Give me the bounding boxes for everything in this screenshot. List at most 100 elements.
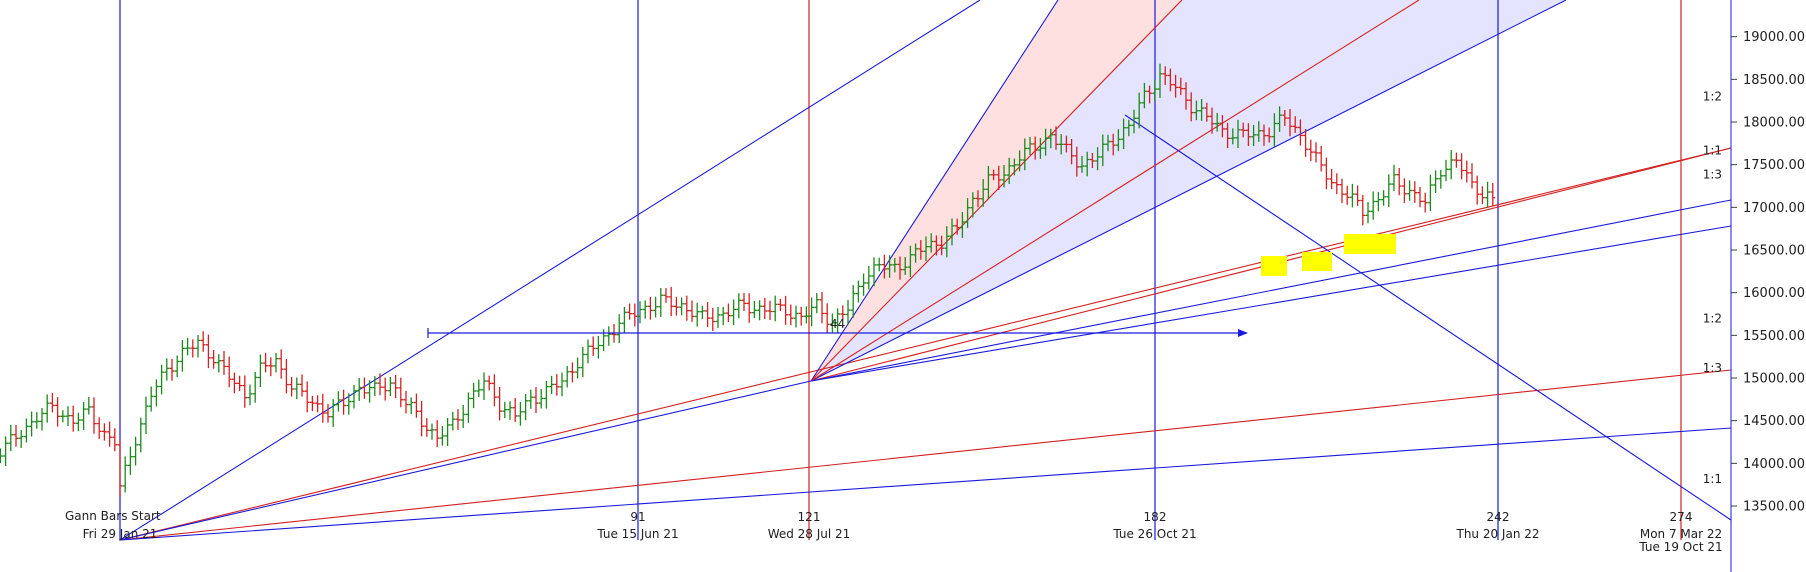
price-bar bbox=[523, 394, 529, 421]
price-bar bbox=[762, 297, 768, 319]
fan-line bbox=[810, 0, 1420, 382]
price-bar bbox=[1443, 159, 1449, 182]
time-marker-date-label: Tue 15 Jun 21 bbox=[596, 527, 678, 541]
price-bar bbox=[897, 256, 903, 280]
price-bar bbox=[44, 394, 50, 423]
price-bar bbox=[1204, 102, 1210, 122]
price-bar bbox=[543, 380, 549, 409]
price-bar bbox=[1386, 174, 1392, 207]
price-bar bbox=[1188, 92, 1194, 122]
fan-ratio-label: 1:3 bbox=[1703, 167, 1722, 181]
price-bar bbox=[8, 424, 14, 452]
price-bar bbox=[1287, 109, 1293, 137]
price-bar bbox=[460, 404, 466, 428]
price-bar bbox=[185, 337, 191, 356]
price-bar bbox=[34, 412, 40, 429]
price-bar bbox=[767, 300, 773, 320]
mark-label: 44 bbox=[830, 317, 845, 331]
time-marker-date-label: Mon 7 Mar 22 bbox=[1640, 527, 1722, 541]
price-bar bbox=[304, 381, 310, 413]
price-bar bbox=[179, 339, 185, 372]
price-bar bbox=[881, 254, 887, 279]
price-bar bbox=[1053, 126, 1059, 150]
price-bar bbox=[1308, 139, 1314, 161]
price-bar bbox=[1427, 174, 1433, 212]
price-bar bbox=[341, 389, 347, 415]
price-bar bbox=[393, 375, 399, 399]
price-bar bbox=[959, 212, 965, 238]
fan-line bbox=[119, 0, 981, 541]
price-bar bbox=[637, 301, 643, 324]
price-bar bbox=[621, 306, 627, 334]
price-bar bbox=[257, 354, 263, 387]
price-bar bbox=[918, 240, 924, 260]
price-bar bbox=[1479, 186, 1485, 205]
price-bar bbox=[434, 420, 440, 447]
price-bars bbox=[0, 63, 1496, 497]
price-bar bbox=[1303, 129, 1309, 157]
price-bar bbox=[481, 372, 487, 401]
level-arrow-head bbox=[1238, 329, 1248, 337]
annotations: 44 bbox=[427, 317, 1248, 338]
price-bar bbox=[892, 257, 898, 273]
price-bar bbox=[1417, 187, 1423, 208]
price-bar bbox=[1079, 155, 1085, 173]
price-bar bbox=[367, 380, 373, 403]
price-bar bbox=[486, 375, 492, 391]
price-bar bbox=[642, 300, 648, 319]
price-bar bbox=[268, 357, 274, 377]
price-bar bbox=[1464, 160, 1470, 183]
price-axis-label: 15500.00 bbox=[1743, 329, 1805, 344]
price-bar bbox=[991, 169, 997, 181]
price-bar bbox=[231, 372, 237, 394]
price-bar bbox=[855, 280, 861, 303]
price-bar bbox=[361, 377, 367, 399]
price-bar bbox=[476, 379, 482, 397]
price-bar bbox=[471, 382, 477, 409]
price-bar bbox=[465, 392, 471, 423]
price-axis-label: 19500.00 bbox=[1743, 0, 1805, 3]
price-bar bbox=[606, 326, 612, 346]
price-bar bbox=[590, 336, 596, 356]
price-bar bbox=[985, 165, 991, 200]
fan-line bbox=[1124, 114, 1732, 521]
price-bar bbox=[1412, 181, 1418, 203]
fan-ratio-label: 1:1 bbox=[1703, 143, 1722, 157]
price-bar bbox=[1381, 190, 1387, 206]
gann-bars-start-label: Gann Bars Start bbox=[65, 509, 161, 523]
fan-line bbox=[119, 369, 1732, 541]
price-bar bbox=[403, 390, 409, 414]
time-marker-date-label: Tue 26 Oct 21 bbox=[1112, 527, 1196, 541]
price-bar bbox=[1147, 85, 1153, 104]
price-bar bbox=[1282, 109, 1288, 127]
price-bar bbox=[491, 374, 497, 407]
price-bar bbox=[1235, 119, 1241, 149]
time-marker-date-label: Wed 28 Jul 21 bbox=[768, 527, 851, 541]
price-bar bbox=[980, 179, 986, 207]
price-bar bbox=[809, 297, 815, 327]
price-bar bbox=[216, 354, 222, 373]
price-bar bbox=[970, 192, 976, 218]
price-bar bbox=[1407, 180, 1413, 201]
price-bar bbox=[1292, 116, 1298, 133]
price-bar bbox=[29, 411, 35, 437]
price-bar bbox=[315, 395, 321, 413]
price-axis-label: 17000.00 bbox=[1743, 201, 1805, 216]
price-bar bbox=[913, 243, 919, 263]
price-bar bbox=[1157, 63, 1163, 98]
price-bar bbox=[294, 377, 300, 400]
price-bar bbox=[377, 373, 383, 396]
price-bar bbox=[1027, 136, 1033, 155]
price-bar bbox=[939, 235, 945, 256]
price-bar bbox=[1069, 138, 1075, 165]
fan-ratio-label: 1:2 bbox=[1703, 90, 1722, 104]
price-bar bbox=[876, 257, 882, 272]
price-bar bbox=[694, 302, 700, 327]
price-bar bbox=[91, 397, 97, 434]
price-bar bbox=[221, 350, 227, 375]
price-bar bbox=[996, 165, 1002, 191]
price-bar bbox=[1193, 100, 1199, 121]
price-bar bbox=[1266, 127, 1272, 143]
price-bar bbox=[112, 428, 118, 452]
price-bar bbox=[793, 305, 799, 328]
